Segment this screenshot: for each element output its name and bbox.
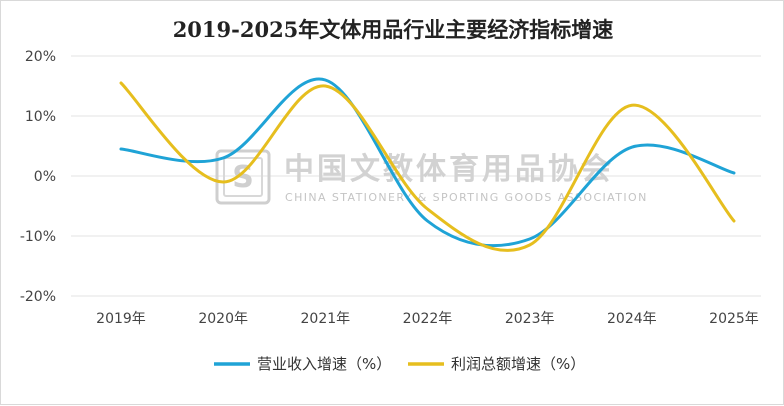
legend-label-0: 营业收入增速（%） (257, 355, 391, 373)
x-tick-label: 2021年 (301, 311, 351, 327)
legend-label-1: 利润总额增速（%） (451, 355, 585, 373)
chart-title: 2019-2025年文体用品行业主要经济指标增速 (173, 17, 614, 42)
x-tick-label: 2022年 (403, 311, 453, 327)
legend: 营业收入增速（%） 利润总额增速（%） (214, 355, 585, 373)
y-tick-label: 0% (34, 169, 56, 185)
x-tick-label: 2023年 (505, 311, 555, 327)
watermark: S 中国文教体育用品协会 CHINA STATIONERY & SPORTING… (217, 151, 648, 204)
watermark-en: CHINA STATIONERY & SPORTING GOODS ASSOCI… (285, 191, 648, 204)
y-axis: 20% 10% 0% -10% -20% (20, 49, 56, 305)
y-tick-label: -20% (20, 289, 56, 305)
y-tick-label: 10% (25, 109, 56, 125)
watermark-cn: 中国文教体育用品协会 (284, 152, 614, 187)
x-tick-label: 2025年 (709, 311, 759, 327)
y-tick-label: -10% (20, 229, 56, 245)
x-tick-label: 2019年 (96, 311, 146, 327)
x-tick-label: 2020年 (198, 311, 248, 327)
y-tick-label: 20% (25, 49, 56, 65)
x-tick-label: 2024年 (607, 311, 657, 327)
x-axis: 2019年 2020年 2021年 2022年 2023年 2024年 2025年 (96, 311, 759, 327)
